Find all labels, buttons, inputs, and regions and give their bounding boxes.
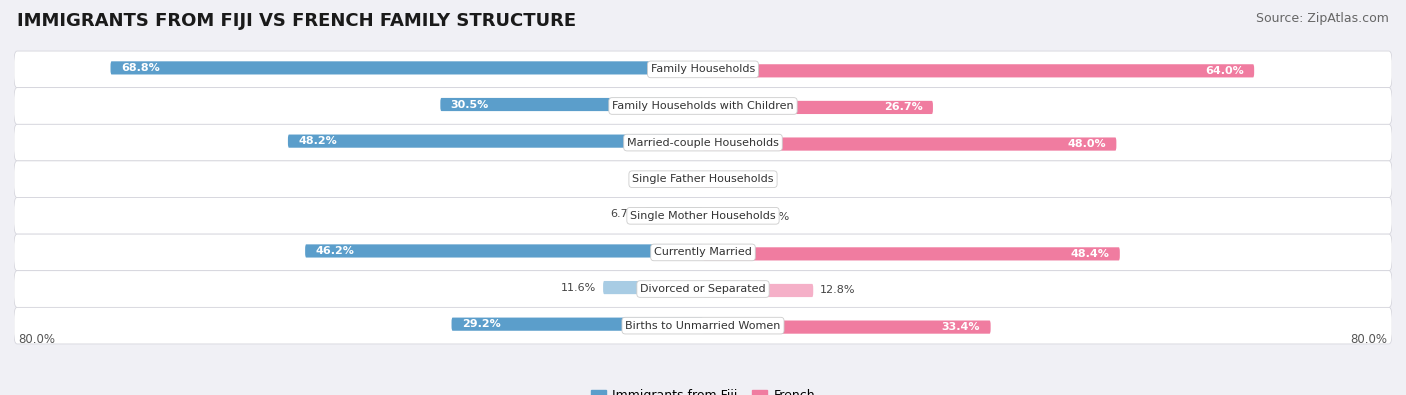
Text: 26.7%: 26.7% [884,102,922,113]
FancyBboxPatch shape [440,98,703,111]
Text: Single Father Households: Single Father Households [633,174,773,184]
Text: 64.0%: 64.0% [1205,66,1244,76]
FancyBboxPatch shape [703,247,1119,260]
FancyBboxPatch shape [679,171,703,184]
Text: 30.5%: 30.5% [451,100,489,109]
FancyBboxPatch shape [703,64,1254,77]
FancyBboxPatch shape [703,101,934,114]
Text: 68.8%: 68.8% [121,63,160,73]
FancyBboxPatch shape [14,124,1392,161]
Text: Family Households: Family Households [651,64,755,74]
Legend: Immigrants from Fiji, French: Immigrants from Fiji, French [586,384,820,395]
FancyBboxPatch shape [111,61,703,75]
FancyBboxPatch shape [451,318,703,331]
Text: 2.4%: 2.4% [731,176,759,186]
FancyBboxPatch shape [14,161,1392,198]
FancyBboxPatch shape [14,198,1392,234]
Text: 46.2%: 46.2% [315,246,354,256]
FancyBboxPatch shape [14,307,1392,344]
FancyBboxPatch shape [14,51,1392,88]
FancyBboxPatch shape [703,284,813,297]
Text: 6.7%: 6.7% [610,209,638,219]
FancyBboxPatch shape [288,135,703,148]
Text: 6.0%: 6.0% [762,212,790,222]
FancyBboxPatch shape [603,281,703,294]
Text: 80.0%: 80.0% [1351,333,1388,346]
Text: Source: ZipAtlas.com: Source: ZipAtlas.com [1256,12,1389,25]
Text: Family Households with Children: Family Households with Children [612,101,794,111]
Text: 80.0%: 80.0% [18,333,55,346]
Text: Single Mother Households: Single Mother Households [630,211,776,221]
Text: Married-couple Households: Married-couple Households [627,137,779,148]
FancyBboxPatch shape [305,245,703,258]
FancyBboxPatch shape [703,137,1116,150]
Text: 48.2%: 48.2% [298,136,337,146]
Text: Divorced or Separated: Divorced or Separated [640,284,766,294]
Text: 12.8%: 12.8% [820,286,856,295]
FancyBboxPatch shape [703,174,724,187]
FancyBboxPatch shape [14,271,1392,307]
Text: 48.0%: 48.0% [1067,139,1107,149]
Text: Currently Married: Currently Married [654,247,752,258]
Text: 29.2%: 29.2% [461,319,501,329]
FancyBboxPatch shape [14,88,1392,124]
FancyBboxPatch shape [14,234,1392,271]
Text: 33.4%: 33.4% [942,322,980,332]
FancyBboxPatch shape [703,211,755,224]
Text: IMMIGRANTS FROM FIJI VS FRENCH FAMILY STRUCTURE: IMMIGRANTS FROM FIJI VS FRENCH FAMILY ST… [17,12,576,30]
Text: Births to Unmarried Women: Births to Unmarried Women [626,321,780,331]
FancyBboxPatch shape [703,320,991,334]
Text: 2.7%: 2.7% [644,173,673,183]
FancyBboxPatch shape [645,208,703,221]
Text: 48.4%: 48.4% [1070,249,1109,259]
Text: 11.6%: 11.6% [561,282,596,293]
